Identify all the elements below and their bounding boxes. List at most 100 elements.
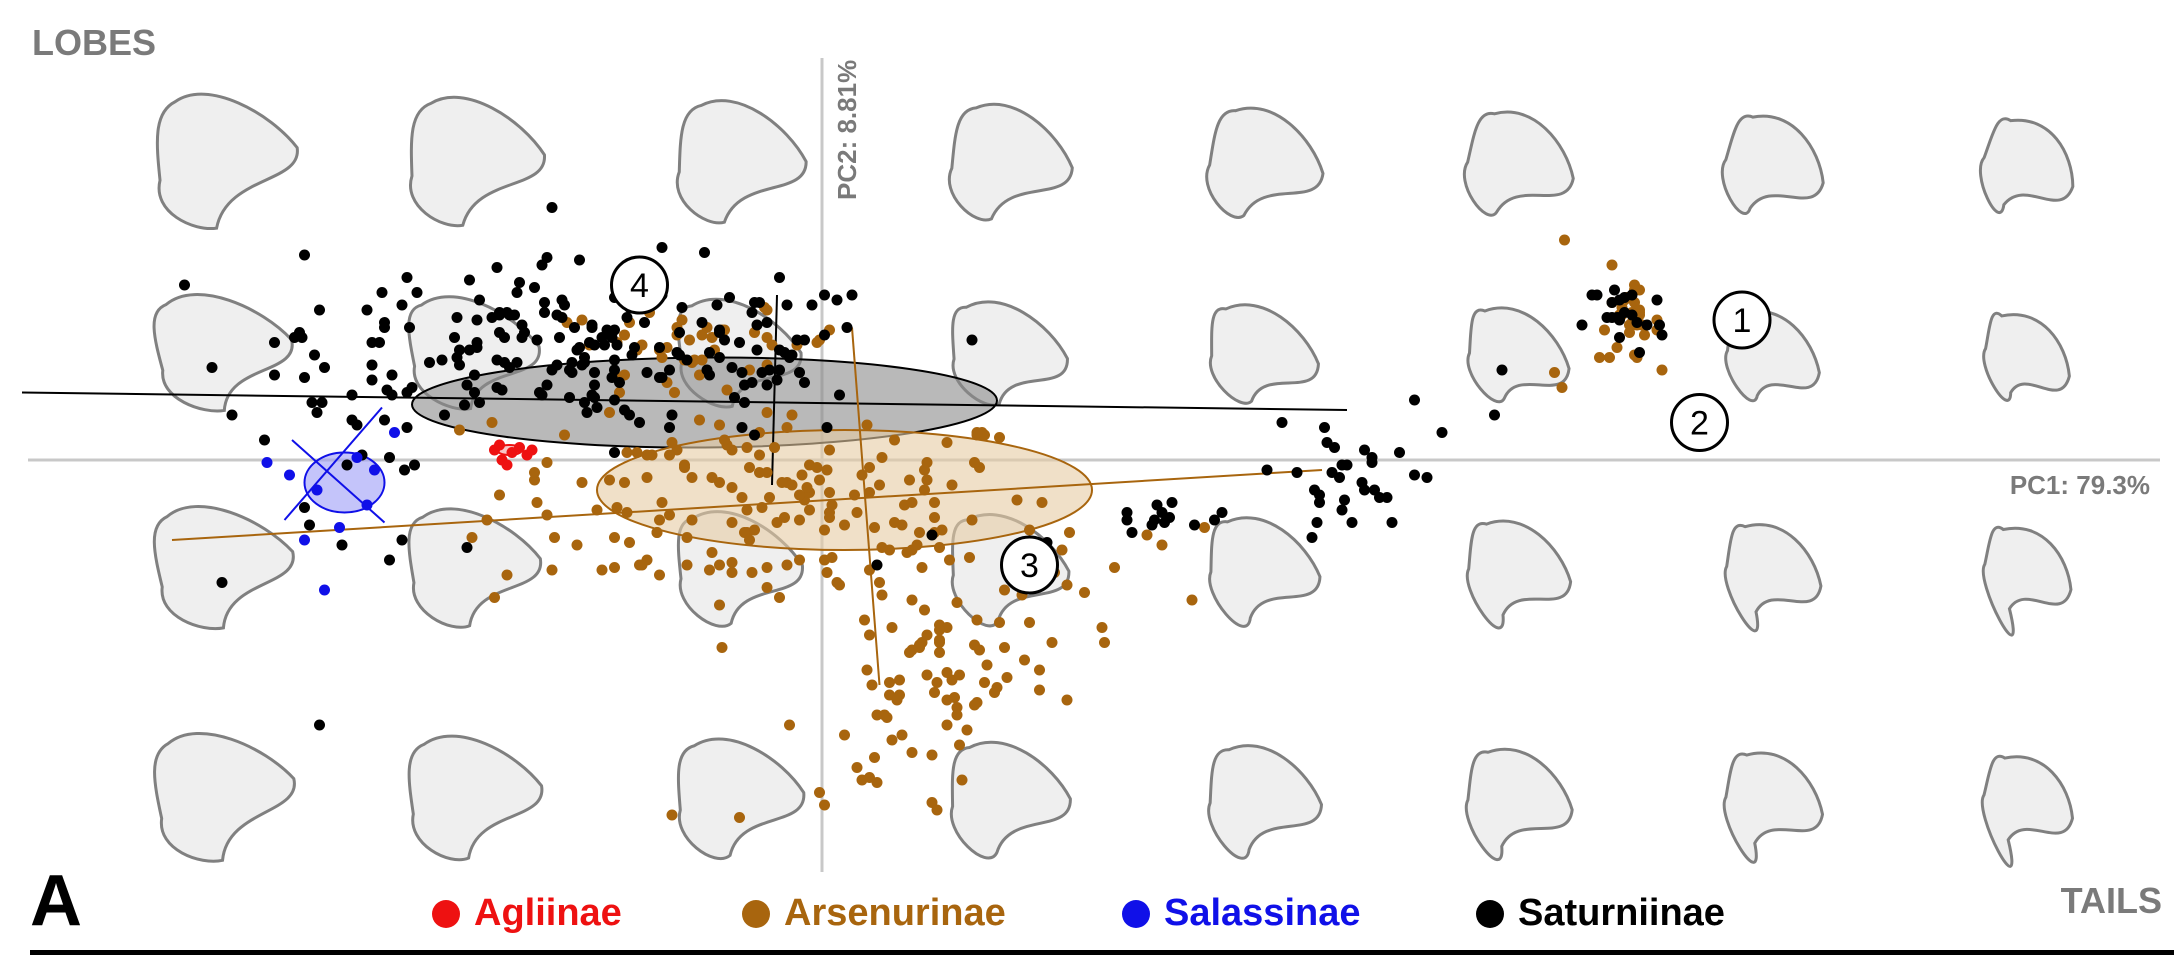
point-arsenurinae: [819, 799, 830, 811]
point-arsenurinae: [736, 492, 748, 503]
point-arsenurinae: [821, 464, 833, 476]
point-arsenurinae: [704, 564, 715, 576]
point-arsenurinae: [814, 787, 825, 798]
point-arsenurinae: [904, 474, 915, 486]
ellipse-arsenurinae: [596, 429, 1093, 551]
point-arsenurinae: [696, 354, 708, 366]
point-arsenurinae: [814, 474, 825, 486]
point-arsenurinae: [679, 462, 690, 473]
point-arsenurinae: [756, 502, 768, 513]
point-saturniinae: [746, 307, 758, 318]
point-saturniinae: [299, 249, 310, 261]
point-arsenurinae: [531, 497, 543, 508]
point-saturniinae: [551, 359, 563, 371]
point-arsenurinae: [764, 492, 775, 503]
point-arsenurinae: [686, 472, 698, 483]
point-saturniinae: [1359, 444, 1370, 456]
point-saturniinae: [314, 304, 325, 316]
legend-item-agliinae: Agliinae: [432, 892, 622, 935]
morphospace-shapes: [152, 92, 2075, 868]
point-saturniinae: [654, 342, 665, 353]
point-saturniinae: [309, 349, 320, 361]
point-arsenurinae: [839, 519, 850, 531]
point-saturniinae: [539, 307, 550, 318]
point-saturniinae: [779, 347, 790, 358]
point-arsenurinae: [726, 482, 738, 493]
point-arsenurinae: [989, 687, 1000, 698]
point-saturniinae: [586, 389, 598, 401]
point-arsenurinae: [486, 417, 498, 428]
legend-item-saturniinae: Saturniinae: [1476, 892, 1725, 935]
point-arsenurinae: [786, 409, 798, 421]
point-arsenurinae: [994, 617, 1005, 628]
point-arsenurinae: [1064, 527, 1075, 538]
point-arsenurinae: [874, 577, 885, 588]
wing-shape: [1462, 110, 1575, 217]
point-arsenurinae: [596, 564, 608, 576]
point-arsenurinae: [494, 489, 505, 501]
point-saturniinae: [761, 317, 773, 328]
point-saturniinae: [696, 317, 708, 328]
bottom-rule: [30, 950, 2174, 955]
point-arsenurinae: [876, 542, 888, 553]
point-arsenurinae: [681, 532, 693, 543]
point-saturniinae: [546, 202, 558, 213]
legend-label-arsenurinae: Arsenurinae: [784, 892, 1006, 934]
point-arsenurinae: [686, 514, 698, 526]
point-arsenurinae: [706, 547, 718, 558]
wing-shape: [1982, 312, 2071, 402]
point-saturniinae: [781, 299, 793, 311]
point-saturniinae: [451, 312, 463, 323]
point-saturniinae: [516, 332, 528, 343]
point-arsenurinae: [931, 677, 943, 688]
point-arsenurinae: [706, 472, 718, 483]
point-saturniinae: [699, 247, 710, 258]
point-arsenurinae: [666, 809, 678, 821]
point-arsenurinae: [979, 677, 990, 688]
point-arsenurinae: [934, 634, 945, 646]
point-saturniinae: [306, 397, 318, 408]
point-arsenurinae: [781, 559, 793, 571]
point-arsenurinae: [894, 674, 905, 686]
point-saturniinae: [746, 377, 758, 388]
point-saturniinae: [1366, 457, 1378, 468]
point-arsenurinae: [1141, 529, 1153, 541]
point-saturniinae: [819, 329, 830, 341]
point-saturniinae: [559, 299, 570, 311]
point-arsenurinae: [1559, 234, 1570, 246]
point-saturniinae: [336, 539, 348, 551]
point-saturniinae: [401, 422, 413, 433]
point-saturniinae: [569, 322, 580, 333]
point-arsenurinae: [944, 554, 955, 566]
point-arsenurinae: [721, 384, 733, 396]
point-saturniinae: [579, 397, 590, 408]
point-arsenurinae: [971, 614, 983, 626]
point-arsenurinae: [1061, 579, 1073, 591]
point-arsenurinae: [774, 592, 785, 603]
wing-shape: [153, 732, 296, 863]
wing-shape: [1208, 303, 1320, 405]
point-arsenurinae: [931, 804, 943, 816]
point-arsenurinae: [744, 462, 755, 473]
point-saturniinae: [749, 297, 760, 308]
point-arsenurinae: [696, 329, 708, 341]
point-arsenurinae: [1024, 524, 1035, 536]
point-saturniinae: [464, 274, 475, 286]
point-arsenurinae: [969, 699, 980, 711]
point-arsenurinae: [954, 739, 965, 751]
legend-label-saturniinae: Saturniinae: [1518, 892, 1725, 934]
point-arsenurinae: [824, 487, 835, 498]
point-arsenurinae: [884, 677, 895, 688]
point-saturniinae: [656, 242, 668, 253]
point-saturniinae: [401, 387, 413, 398]
point-arsenurinae: [669, 387, 680, 398]
point-saturniinae: [819, 289, 830, 301]
point-arsenurinae: [869, 752, 880, 763]
point-saturniinae: [384, 452, 395, 463]
point-arsenurinae: [929, 497, 940, 508]
point-arsenurinae: [999, 584, 1010, 596]
point-arsenurinae: [529, 467, 540, 478]
point-arsenurinae: [636, 559, 648, 571]
point-arsenurinae: [746, 567, 758, 578]
